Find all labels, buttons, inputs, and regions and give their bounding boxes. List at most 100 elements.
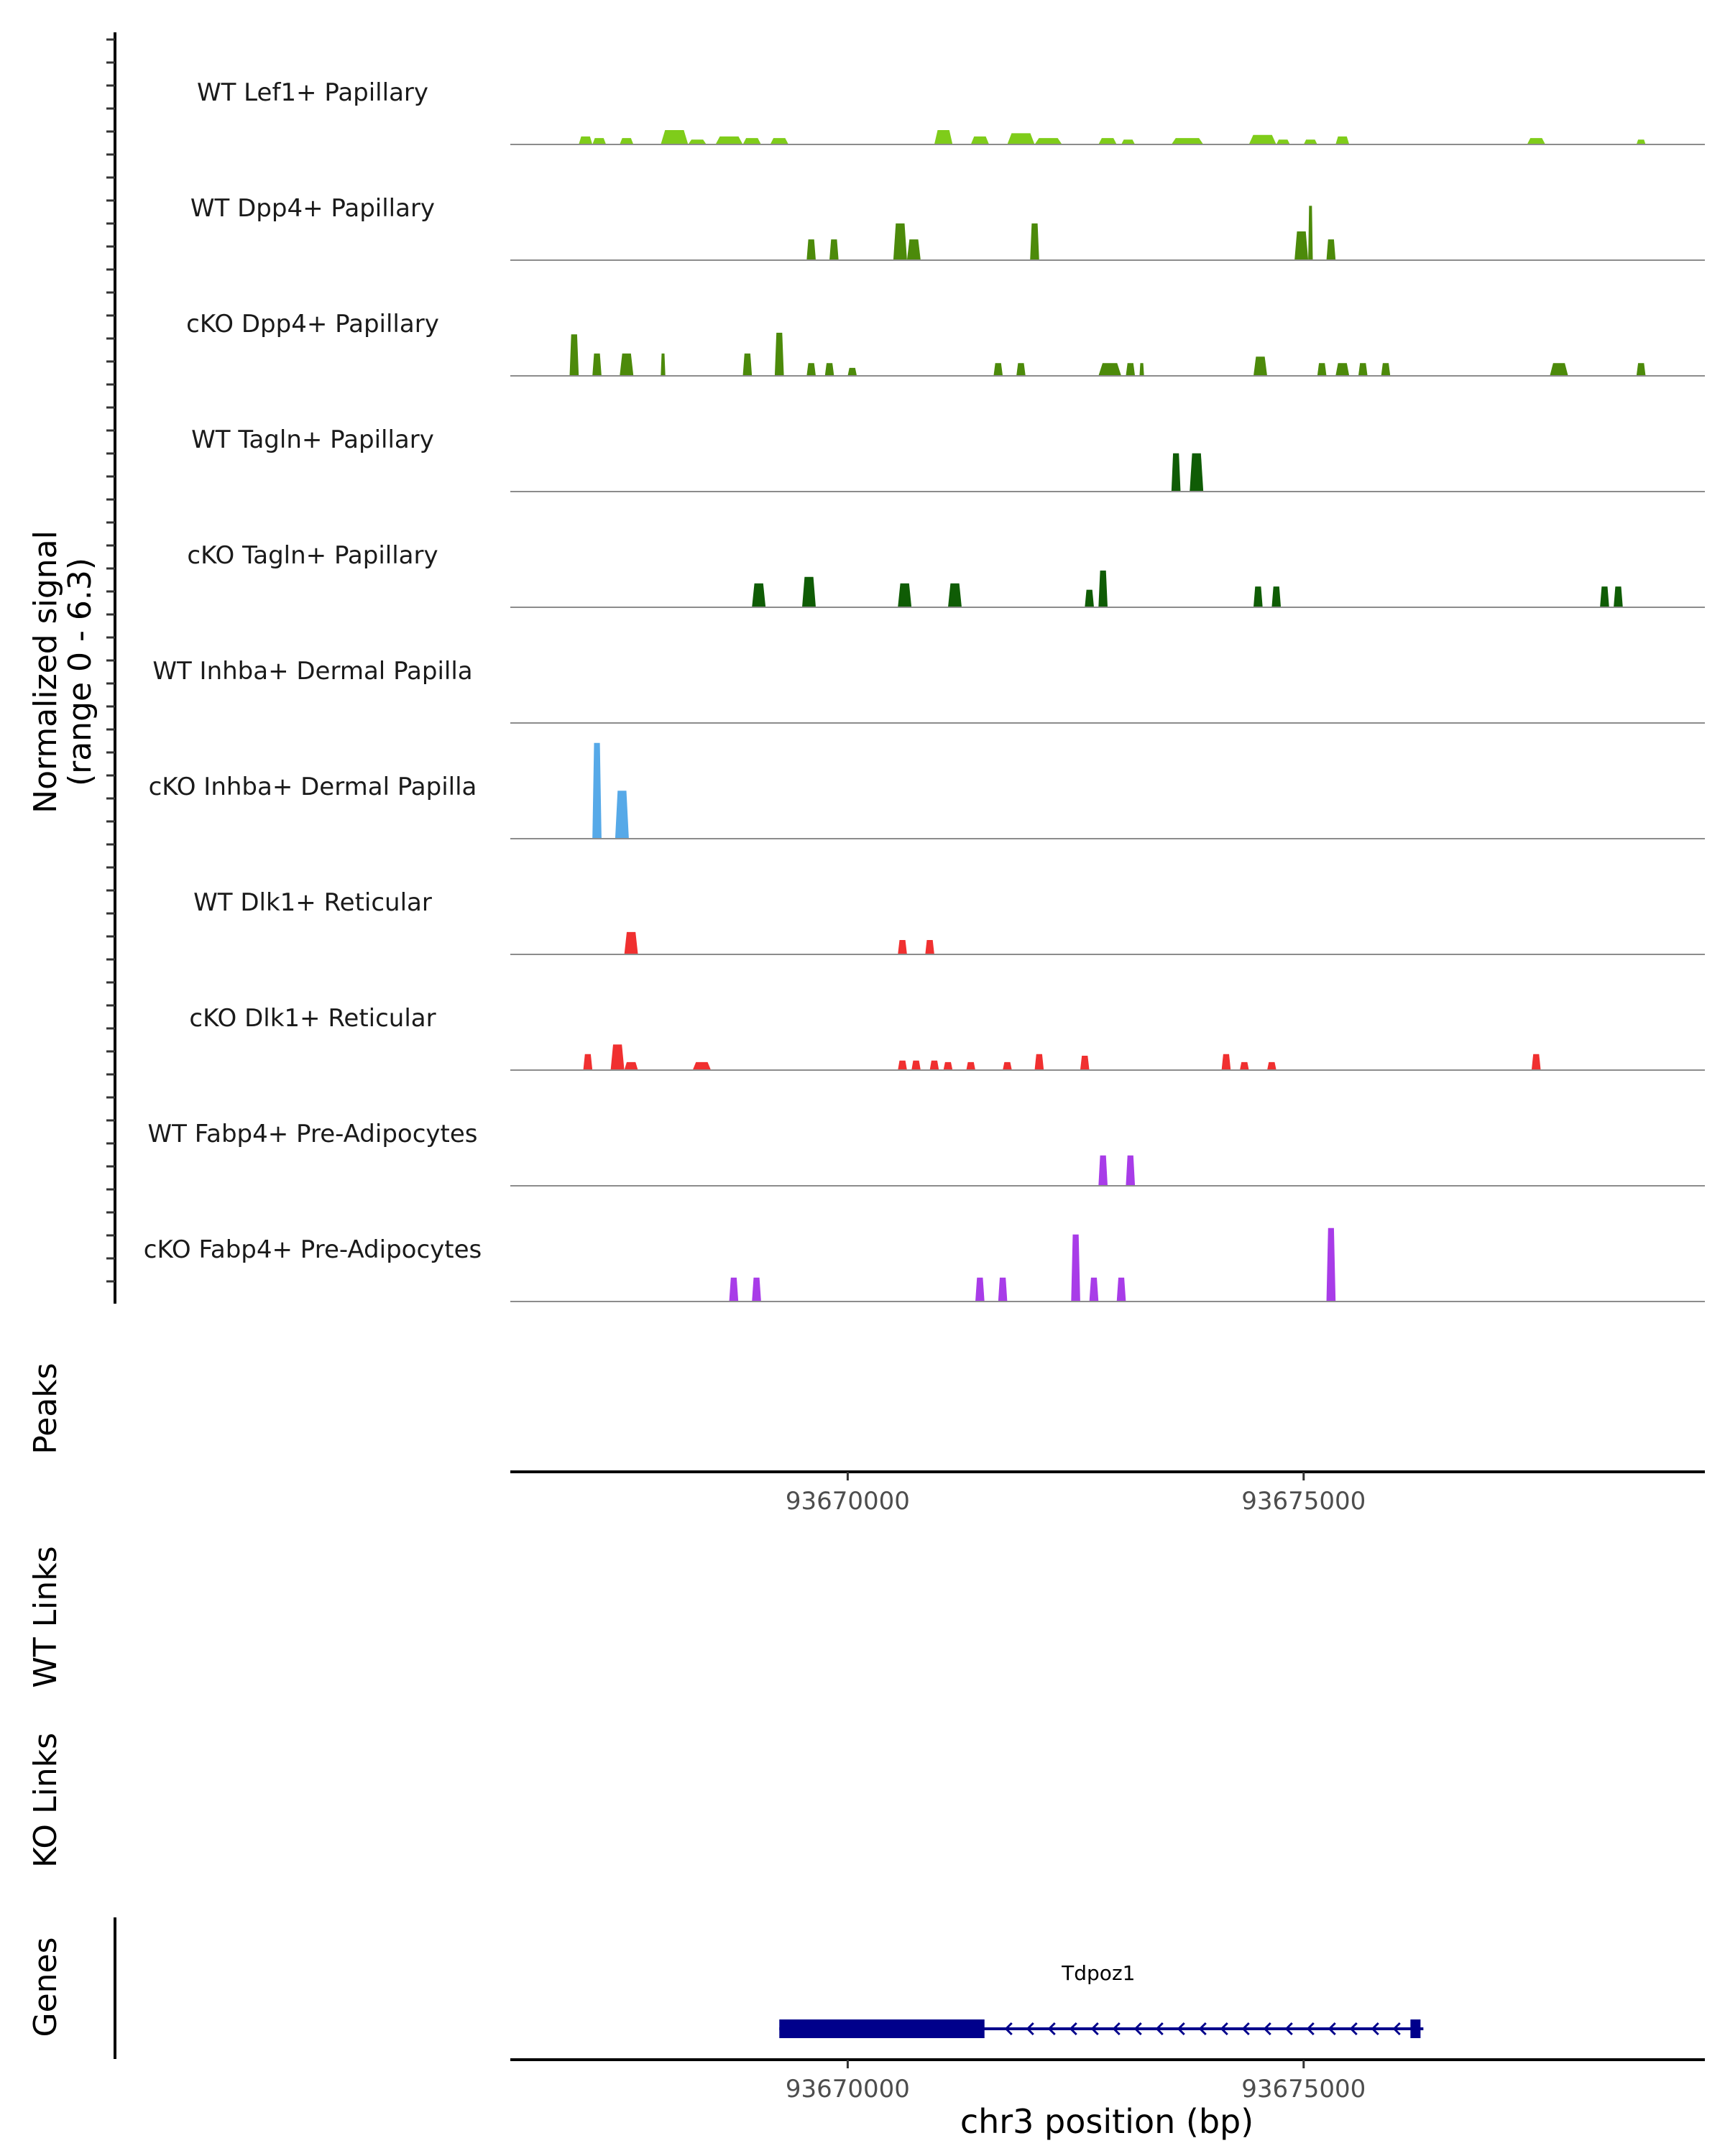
signal-peak	[1034, 138, 1062, 144]
track-7: WT Dlk1+ Reticular	[193, 888, 1705, 955]
signal-peak	[610, 1044, 625, 1070]
y-title-main: Normalized signal	[27, 530, 64, 814]
signal-peak	[1190, 453, 1204, 492]
signal-peak	[1089, 1277, 1099, 1302]
signal-peak	[1303, 139, 1317, 144]
signal-peak	[893, 223, 907, 260]
x-tick-label: 93670000	[786, 2075, 910, 2104]
signal-peak	[592, 353, 602, 376]
signal-peak	[774, 333, 784, 376]
signal-peak	[824, 363, 834, 376]
x-axis-title: chr3 position (bp)	[960, 2102, 1254, 2141]
signal-peak	[1636, 363, 1646, 376]
signal-peak	[948, 583, 962, 607]
signal-peak	[898, 940, 907, 954]
signal-peak	[742, 138, 761, 144]
track-label: cKO Inhba+ Dermal Papilla	[149, 773, 477, 801]
signal-peak	[998, 1277, 1008, 1302]
signal-peak	[742, 353, 753, 376]
signal-peak	[1085, 589, 1094, 607]
strand-arrow	[1026, 2022, 1034, 2036]
track-label: WT Inhba+ Dermal Papilla	[152, 657, 472, 686]
strand-arrow	[1004, 2022, 1013, 2036]
signal-peak	[934, 130, 953, 144]
signal-peak	[1016, 363, 1026, 376]
strand-arrow	[1349, 2022, 1358, 2036]
strand-arrow	[1047, 2022, 1056, 2036]
signal-peak	[579, 136, 593, 144]
x-tick-label: 93675000	[1241, 1487, 1366, 1516]
signal-peak	[1326, 1227, 1336, 1302]
signal-peak	[624, 931, 638, 954]
track-label: WT Lef1+ Papillary	[197, 78, 428, 107]
signal-peak	[729, 1277, 739, 1302]
signal-peak	[1098, 1155, 1108, 1186]
strand-arrow	[1263, 2022, 1271, 2036]
signal-peak	[1267, 1061, 1276, 1070]
signal-peak	[1254, 586, 1263, 607]
track-label: cKO Fabp4+ Pre-Adipocytes	[144, 1235, 482, 1264]
signal-peak	[1030, 223, 1039, 260]
signal-peak	[1071, 1234, 1080, 1302]
signal-peak	[1317, 363, 1327, 376]
strand-arrow	[1306, 2022, 1315, 2036]
signal-peak	[752, 583, 766, 607]
strand-arrow	[1284, 2022, 1293, 2036]
track-8: cKO Dlk1+ Reticular	[189, 1004, 1705, 1071]
signal-peak	[1531, 1054, 1541, 1070]
signal-peak	[1034, 1054, 1044, 1070]
signal-peak	[1116, 1277, 1126, 1302]
signal-peak	[943, 1061, 953, 1070]
strand-arrow	[1198, 2022, 1207, 2036]
track-10: cKO Fabp4+ Pre-Adipocytes	[144, 1227, 1705, 1302]
track-label: WT Dlk1+ Reticular	[193, 888, 432, 917]
signal-peak	[898, 1060, 907, 1070]
signal-y-ticks	[106, 38, 115, 1283]
track-5: WT Inhba+ Dermal Papilla	[152, 657, 1705, 724]
x-ticks-top: 93670000 93675000	[786, 1472, 1366, 1516]
signal-peak	[715, 136, 743, 144]
signal-peak	[806, 363, 816, 376]
y-title-range: (range 0 - 6.3)	[62, 558, 98, 786]
signal-peak	[1276, 139, 1290, 144]
signal-peak	[1171, 453, 1181, 492]
signal-peak	[692, 1061, 712, 1070]
signal-peak	[1126, 363, 1136, 376]
signal-peak	[1600, 586, 1609, 607]
signal-peak	[966, 1061, 975, 1070]
track-label: WT Tagln+ Papillary	[191, 425, 434, 454]
signal-peak	[592, 138, 607, 144]
signal-peak	[615, 791, 629, 839]
gene-name-label: Tdpoz1	[1061, 1961, 1135, 1985]
track-label: cKO Dlk1+ Reticular	[189, 1004, 436, 1033]
strand-arrow	[1328, 2022, 1336, 2036]
signal-peak	[583, 1054, 593, 1070]
signal-peak	[925, 940, 934, 954]
signal-peak	[1171, 138, 1204, 144]
signal-peak	[970, 136, 990, 144]
signal-peak	[993, 363, 1003, 376]
signal-peak	[1527, 138, 1545, 144]
signal-peak	[1614, 586, 1623, 607]
signal-peak	[1098, 138, 1117, 144]
signal-peak	[1335, 136, 1350, 144]
signal-y-title: Normalized signal (range 0 - 6.3)	[27, 530, 98, 814]
signal-peak	[906, 239, 921, 260]
signal-peak	[1121, 139, 1136, 144]
gene-exon	[779, 2019, 985, 2038]
genes-label: Genes	[27, 1937, 64, 2037]
signal-peak	[569, 334, 579, 376]
signal-peak	[1358, 363, 1368, 376]
x-ticks-bottom: 93670000 93675000	[786, 2060, 1366, 2104]
gene-exon	[1410, 2019, 1421, 2038]
signal-peak	[661, 353, 666, 376]
signal-peak	[1098, 570, 1108, 607]
signal-peak	[624, 1061, 638, 1070]
signal-peak	[1381, 363, 1391, 376]
signal-peak	[847, 367, 857, 376]
wt-links-label: WT Links	[27, 1546, 64, 1687]
track-label: WT Fabp4+ Pre-Adipocytes	[148, 1120, 478, 1148]
signal-peak	[1240, 1061, 1249, 1070]
x-tick-label: 93670000	[786, 1487, 910, 1516]
